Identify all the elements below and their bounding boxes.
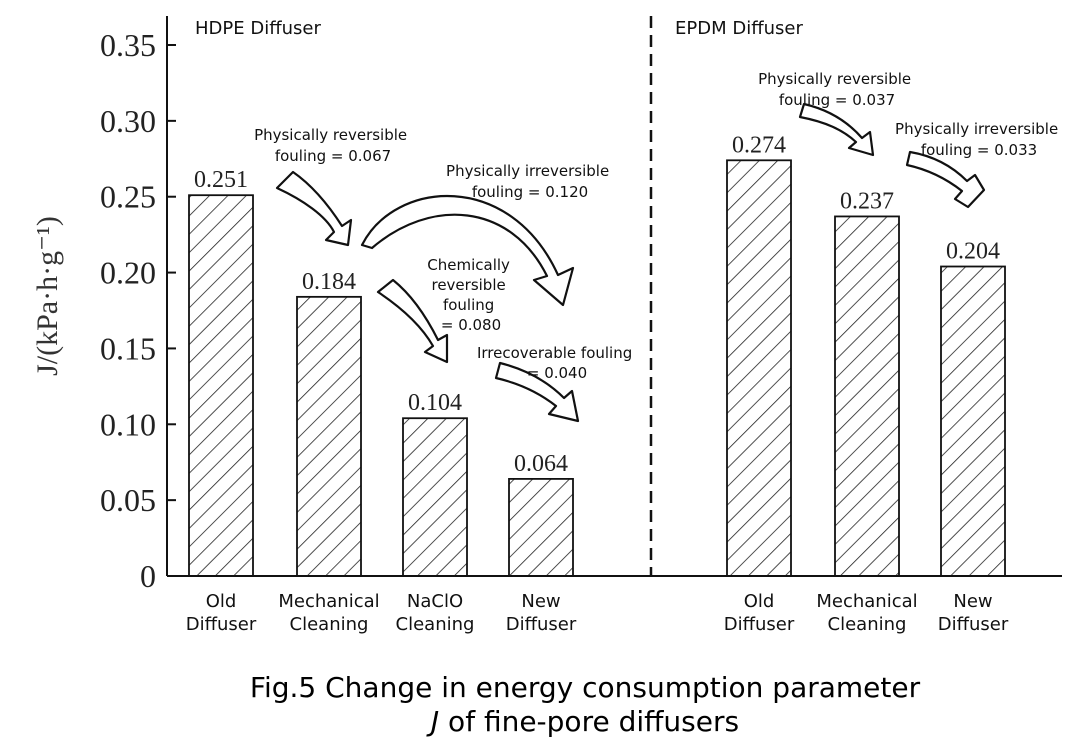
caption-text: of fine-pore diffusers bbox=[439, 705, 739, 738]
group-title-epdm: EPDM Diffuser bbox=[675, 18, 803, 39]
category-label: Mechanical Cleaning bbox=[278, 591, 379, 635]
category-label: New Diffuser bbox=[938, 591, 1009, 635]
bar bbox=[834, 215, 900, 577]
category-label-line: Diffuser bbox=[186, 614, 257, 635]
y-ticks: 0 0.05 0.10 0.15 0.20 0.25 0.30 0.35 bbox=[100, 27, 176, 594]
annotation-line: fouling = 0.033 bbox=[921, 141, 1037, 159]
value-label: 0.251 bbox=[194, 167, 248, 193]
category-label-line: Mechanical bbox=[816, 591, 917, 612]
bars bbox=[188, 159, 1006, 577]
annotation-line: Physically irreversible bbox=[446, 162, 609, 180]
y-tick-label: 0.05 bbox=[100, 482, 156, 518]
value-label: 0.184 bbox=[302, 269, 356, 295]
y-tick-label: 0.30 bbox=[100, 103, 156, 139]
arrow-hdpe-chemically-reversible bbox=[376, 278, 449, 364]
arrows bbox=[275, 102, 986, 423]
bar bbox=[296, 295, 362, 577]
annotation-line: = 0.080 bbox=[441, 316, 501, 334]
annotation-line: fouling = 0.120 bbox=[472, 183, 588, 201]
bar bbox=[508, 478, 574, 577]
category-label-line: Cleaning bbox=[396, 614, 475, 635]
annotation-line: reversible bbox=[431, 276, 505, 294]
arrow-epdm-physically-reversible bbox=[798, 102, 875, 157]
annotation-line: Chemically bbox=[427, 256, 510, 274]
annotation-hdpe-physically-reversible: Physically reversible fouling = 0.067 bbox=[254, 126, 412, 165]
category-label-line: Diffuser bbox=[724, 614, 795, 635]
group-title-hdpe: HDPE Diffuser bbox=[195, 18, 321, 39]
caption-symbol: J bbox=[426, 705, 439, 738]
annotation-hdpe-chemically-reversible: Chemically reversible fouling = 0.080 bbox=[427, 256, 514, 334]
annotation-line: = 0.040 bbox=[527, 364, 587, 382]
value-label: 0.204 bbox=[946, 239, 1000, 265]
category-label-line: New bbox=[953, 591, 992, 612]
value-labels: 0.251 0.184 0.104 0.064 0.274 0.237 0.204 bbox=[194, 132, 1000, 477]
arrow-hdpe-physically-reversible bbox=[275, 170, 353, 247]
category-label-line: NaClO bbox=[407, 591, 463, 612]
category-label: Old Diffuser bbox=[186, 591, 257, 635]
y-tick-label: 0.10 bbox=[100, 406, 156, 442]
figure-caption-line1: Fig.5 Change in energy consumption param… bbox=[250, 671, 921, 704]
bar bbox=[402, 417, 468, 577]
annotation-line: Physically reversible bbox=[758, 70, 911, 88]
annotation-line: Physically irreversible bbox=[895, 120, 1058, 138]
annotation-line: fouling = 0.067 bbox=[275, 147, 391, 165]
category-label-line: Old bbox=[206, 591, 237, 612]
y-tick-label: 0 bbox=[140, 558, 156, 594]
value-label: 0.237 bbox=[840, 188, 894, 214]
figure-caption-line2: J of fine-pore diffusers bbox=[426, 705, 739, 738]
y-tick-label: 0.15 bbox=[100, 330, 156, 366]
value-label: 0.064 bbox=[514, 451, 568, 477]
category-label-line: New bbox=[521, 591, 560, 612]
category-label-line: Old bbox=[744, 591, 775, 612]
bar bbox=[940, 265, 1006, 577]
y-tick-label: 0.20 bbox=[100, 255, 156, 291]
annotation-line: fouling = 0.037 bbox=[779, 91, 895, 109]
category-label-line: Mechanical bbox=[278, 591, 379, 612]
bar bbox=[726, 159, 792, 577]
annotation-hdpe-irrecoverable: Irrecoverable fouling = 0.040 bbox=[477, 344, 637, 382]
arrow-hdpe-irrecoverable bbox=[494, 361, 580, 423]
category-label-line: Diffuser bbox=[938, 614, 1009, 635]
annotation-line: Irrecoverable fouling bbox=[477, 344, 632, 362]
annotation-epdm-physically-reversible: Physically reversible fouling = 0.037 bbox=[758, 70, 916, 109]
annotation-epdm-physically-irreversible: Physically irreversible fouling = 0.033 bbox=[895, 120, 1063, 159]
category-label-line: Diffuser bbox=[506, 614, 577, 635]
annotation-hdpe-physically-irreversible: Physically irreversible fouling = 0.120 bbox=[446, 162, 614, 201]
category-label: Old Diffuser bbox=[724, 591, 795, 635]
y-axis-label: J/(kPa·h·g⁻¹) bbox=[31, 216, 64, 376]
annotation-line: fouling bbox=[443, 296, 494, 314]
value-label: 0.104 bbox=[408, 390, 462, 416]
category-label: NaClO Cleaning bbox=[396, 591, 475, 635]
category-label-line: Cleaning bbox=[828, 614, 907, 635]
category-label-line: Cleaning bbox=[290, 614, 369, 635]
bar bbox=[188, 194, 254, 577]
arrow-hdpe-physically-irreversible bbox=[360, 195, 575, 307]
category-label: New Diffuser bbox=[506, 591, 577, 635]
y-tick-label: 0.25 bbox=[100, 179, 156, 215]
annotation-line: Physically reversible bbox=[254, 126, 407, 144]
value-label: 0.274 bbox=[732, 132, 786, 158]
category-label: Mechanical Cleaning bbox=[816, 591, 917, 635]
y-tick-label: 0.35 bbox=[100, 27, 156, 63]
arrow-epdm-physically-irreversible bbox=[905, 150, 986, 209]
